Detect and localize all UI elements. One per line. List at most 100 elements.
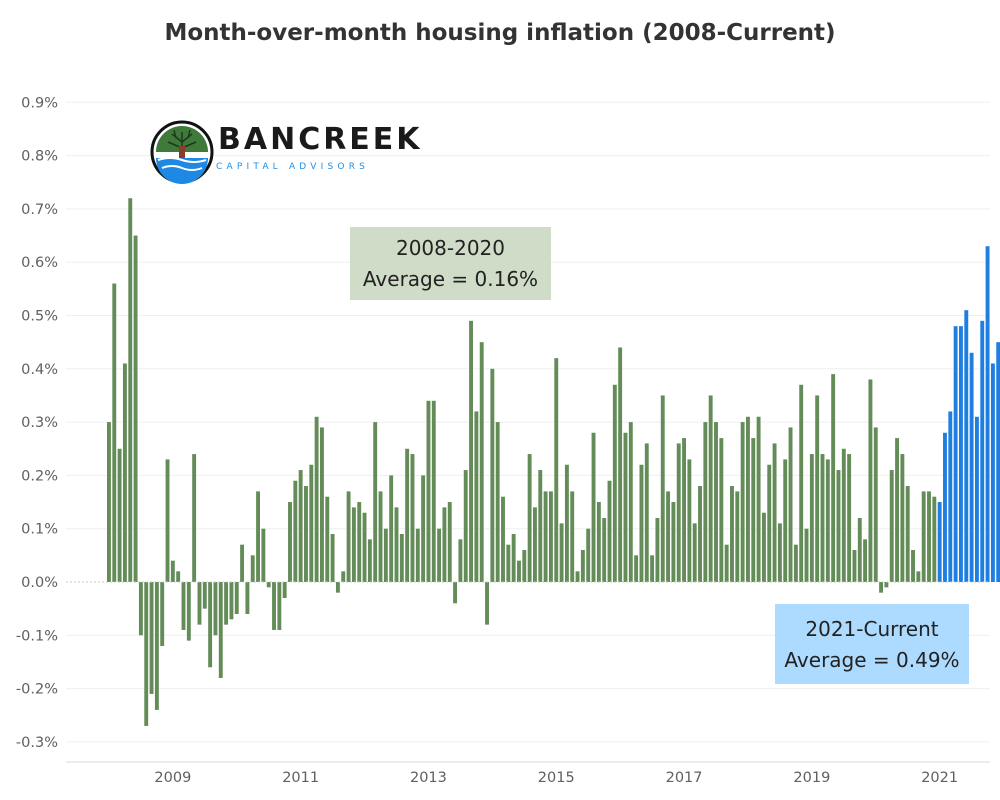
bar-2008-2020 — [367, 539, 372, 582]
y-tick-label: 0.3% — [21, 415, 58, 431]
annotation-2021-current: 2021-Current Average = 0.49% — [775, 604, 969, 684]
y-tick-label: 0.6% — [21, 255, 58, 271]
bar-2008-2020 — [112, 283, 117, 582]
bar-2008-2020 — [479, 342, 484, 582]
bar-2008-2020 — [564, 464, 569, 582]
bar-2008-2020 — [879, 582, 884, 593]
y-tick-label: -0.3% — [16, 735, 58, 751]
bar-2008-2020 — [410, 454, 415, 582]
annotation-2008-2020-average: Average = 0.16% — [362, 267, 539, 291]
bar-2008-2020 — [719, 438, 724, 582]
bar-2008-2020 — [186, 582, 191, 641]
y-tick-label: 0.8% — [21, 149, 58, 165]
bar-2008-2020 — [841, 448, 846, 582]
y-tick-label: 0.4% — [21, 362, 58, 378]
bar-2008-2020 — [463, 470, 468, 582]
bar-2021-current — [980, 320, 985, 582]
bar-2008-2020 — [602, 518, 607, 582]
bar-2008-2020 — [895, 438, 899, 582]
bar-2008-2020 — [176, 571, 181, 582]
bar-2008-2020 — [825, 459, 830, 582]
bar-2008-2020 — [863, 539, 868, 582]
bar-2008-2020 — [884, 582, 889, 588]
bar-2008-2020 — [554, 358, 559, 582]
bar-2008-2020 — [501, 496, 505, 582]
bar-2008-2020 — [543, 491, 548, 582]
bar-2008-2020 — [666, 491, 671, 582]
bar-2008-2020 — [330, 534, 335, 582]
bar-2008-2020 — [415, 528, 420, 582]
bar-2008-2020 — [873, 427, 878, 582]
bar-2008-2020 — [314, 416, 319, 582]
bar-2008-2020 — [437, 528, 442, 582]
bar-2008-2020 — [538, 470, 543, 582]
bar-2008-2020 — [708, 395, 713, 582]
x-tick-label: 2009 — [154, 770, 191, 786]
bar-2008-2020 — [533, 507, 537, 582]
bar-2008-2020 — [857, 518, 862, 582]
bar-2008-2020 — [117, 448, 122, 582]
bar-2008-2020 — [394, 507, 399, 582]
bar-2008-2020 — [831, 374, 836, 582]
bar-2008-2020 — [218, 582, 223, 678]
bar-2008-2020 — [383, 528, 388, 582]
y-tick-label: -0.2% — [16, 682, 58, 698]
bar-2008-2020 — [580, 550, 585, 582]
bar-2008-2020 — [548, 491, 553, 582]
bar-2008-2020 — [277, 582, 282, 630]
x-tick-label: 2017 — [666, 770, 703, 786]
bar-2008-2020 — [751, 438, 756, 582]
bar-2008-2020 — [229, 582, 234, 620]
bar-2008-2020 — [634, 555, 639, 582]
bar-2008-2020 — [335, 582, 340, 593]
bar-2008-2020 — [421, 475, 426, 582]
y-tick-label: 0.0% — [21, 575, 58, 591]
bar-2008-2020 — [351, 507, 356, 582]
bar-2008-2020 — [144, 582, 149, 726]
y-tick-label: 0.9% — [21, 95, 58, 111]
bar-2021-current — [948, 411, 953, 582]
bar-2008-2020 — [932, 496, 937, 582]
bar-2008-2020 — [777, 523, 782, 582]
bar-2021-current — [969, 352, 974, 582]
bar-2008-2020 — [346, 491, 351, 582]
bar-2008-2020 — [820, 454, 825, 582]
bar-2008-2020 — [288, 502, 292, 582]
tree-logo-icon — [150, 120, 214, 184]
bar-2008-2020 — [442, 507, 447, 582]
annotation-2021-current-average: Average = 0.49% — [784, 648, 960, 672]
bar-2008-2020 — [868, 379, 873, 582]
y-tick-label: 0.5% — [21, 309, 58, 325]
bar-2008-2020 — [756, 416, 761, 582]
annotation-2021-current-period: 2021-Current — [805, 617, 939, 641]
bar-2008-2020 — [405, 448, 410, 582]
bar-2008-2020 — [905, 486, 910, 582]
bar-2008-2020 — [165, 459, 170, 582]
y-axis-ticks: 0.9% 0.8% 0.7% 0.6% 0.5% 0.4% 0.3% 0.2% 0.1% 0.0%… — [16, 95, 58, 751]
bar-2008-2020 — [799, 384, 804, 582]
bar-2021-current — [964, 310, 969, 582]
x-tick-label: 2015 — [538, 770, 575, 786]
x-tick-label: 2021 — [921, 770, 958, 786]
bar-2008-2020 — [847, 454, 852, 582]
bar-2008-2020 — [783, 459, 788, 582]
x-tick-label: 2011 — [282, 770, 319, 786]
bar-2008-2020 — [703, 422, 708, 582]
bar-2008-2020 — [197, 582, 202, 625]
bars — [107, 198, 1000, 726]
x-axis-ticks: 20092011201320152017201920212023 — [154, 770, 958, 786]
bar-2008-2020 — [208, 582, 213, 668]
bar-2008-2020 — [160, 582, 165, 646]
bar-2008-2020 — [746, 416, 750, 582]
bar-2021-current — [943, 432, 947, 582]
chart-title: Month-over-month housing inflation (2008… — [164, 20, 836, 46]
logo-name: BANCREEK — [218, 122, 423, 157]
bar-2008-2020 — [133, 235, 138, 583]
bar-2021-current — [959, 326, 963, 582]
bar-2008-2020 — [453, 582, 458, 604]
bar-2008-2020 — [575, 571, 580, 582]
bar-2008-2020 — [154, 582, 159, 710]
bar-2008-2020 — [698, 486, 702, 582]
bar-2008-2020 — [628, 422, 633, 582]
